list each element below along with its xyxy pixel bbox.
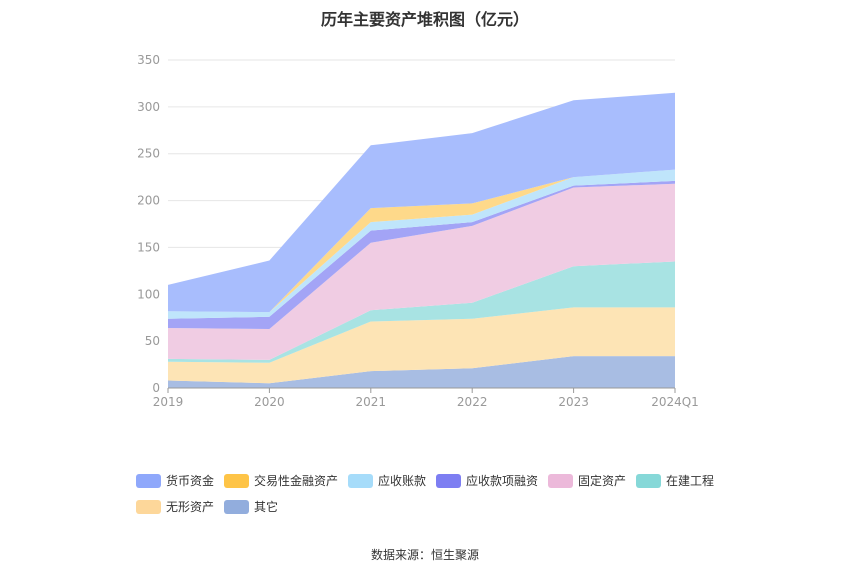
legend-item-fixed-assets[interactable]: 固定资产 [548,472,626,489]
legend-item-cash[interactable]: 货币资金 [136,472,214,489]
axes: 0 50 100 150 200 250 300 350 2019 2020 2021 2022 202… [137,53,699,409]
area-货币资金 [168,92,675,313]
legend-swatch [224,499,249,514]
y-tick-label: 300 [137,100,160,114]
legend-swatch [636,473,661,488]
legend-label: 货币资金 [166,474,215,488]
chart-title: 历年主要资产堆积图（亿元） [320,10,529,29]
legend-label: 其它 [254,500,279,514]
legend-item-receivables[interactable]: 应收账款 [348,472,426,489]
area-固定资产 [168,183,675,360]
y-tick-label: 150 [137,240,160,254]
legend-label: 在建工程 [666,474,715,488]
area-其它 [168,356,675,388]
x-tick-label: 2020 [254,395,285,409]
legend-label: 固定资产 [578,474,627,488]
y-tick-label: 200 [137,194,160,208]
legend-swatch [136,499,161,514]
legend-item-receivables-financing[interactable]: 应收款项融资 [436,472,538,489]
legend-item-trading-assets[interactable]: 交易性金融资产 [224,472,338,489]
y-tick-label: 100 [137,287,160,301]
stacked-area-chart: 0 50 100 150 200 250 300 350 2019 2020 2021 2022 202… [137,53,699,409]
area-在建工程 [168,261,675,363]
area-无形资产 [168,307,675,384]
area-series [168,92,675,388]
legend-swatch [436,473,461,488]
x-tick-label: 2024Q1 [651,395,699,409]
y-tick-label: 50 [145,334,160,348]
y-tick-label: 350 [137,53,160,67]
legend-item-other[interactable]: 其它 [224,498,278,515]
legend-swatch [548,473,573,488]
legend-label: 应收款项融资 [466,474,539,488]
data-source: 数据来源：恒生聚源 [370,548,479,562]
y-tick-label: 0 [152,381,160,395]
x-tick-label: 2019 [153,395,184,409]
x-tick-label: 2022 [457,395,488,409]
legend-swatch [136,473,161,488]
legend-label: 无形资产 [166,500,215,514]
legend-label: 应收账款 [378,474,427,488]
legend-label: 交易性金融资产 [254,474,339,488]
x-tick-label: 2021 [356,395,387,409]
legend-swatch [224,473,249,488]
legend-item-construction[interactable]: 在建工程 [636,472,714,489]
x-tick-label: 2023 [558,395,589,409]
legend-item-intangible[interactable]: 无形资产 [136,498,214,515]
legend-swatch [348,473,373,488]
y-tick-label: 250 [137,147,160,161]
